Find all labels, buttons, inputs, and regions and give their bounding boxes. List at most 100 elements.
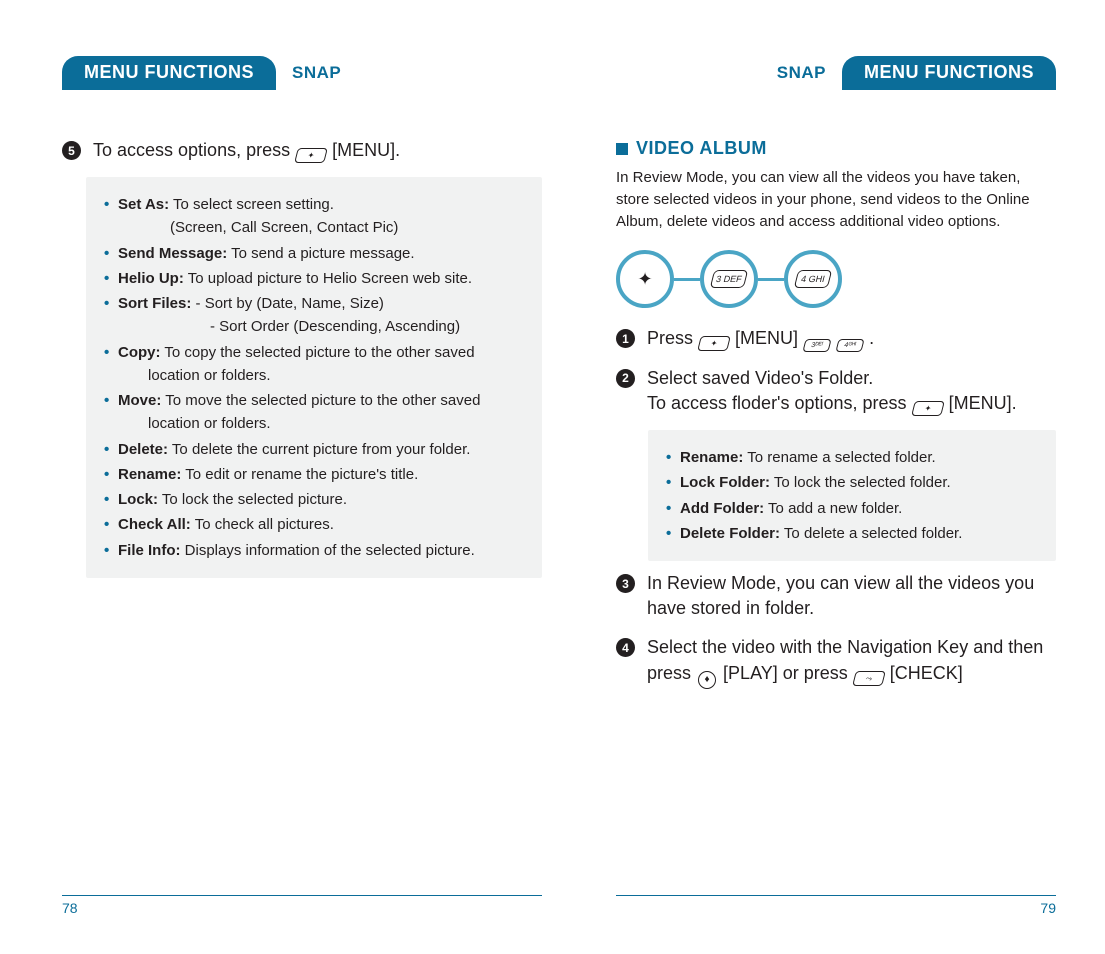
key-circle: ✦ <box>616 250 674 308</box>
key-sequence: ✦ 3 DEF 4 GHI <box>616 250 1056 308</box>
opt-desc: To add a new folder. <box>764 500 902 517</box>
tab-menu-functions: MENU FUNCTIONS <box>62 56 276 90</box>
opt-label: Delete: <box>118 441 168 458</box>
folder-options-list: Rename: To rename a selected folder. Loc… <box>666 446 1038 545</box>
step-number: 2 <box>616 369 635 388</box>
opt-label: Copy: <box>118 344 161 361</box>
connector-icon <box>674 278 700 281</box>
opt-desc: - Sort by (Date, Name, Size) <box>191 295 384 312</box>
text: Select saved Video's Folder. <box>647 368 873 388</box>
opt-label: Lock: <box>118 491 158 508</box>
key-4-icon: 4 GHI <box>794 270 832 288</box>
opt-label: Delete Folder: <box>680 525 780 542</box>
step-4: 4 Select the video with the Navigation K… <box>616 635 1056 688</box>
list-item: File Info: Displays information of the s… <box>104 539 524 562</box>
section-title: VIDEO ALBUM <box>636 138 767 159</box>
step-3: 3 In Review Mode, you can view all the v… <box>616 571 1056 621</box>
page-right: SNAP MENU FUNCTIONS VIDEO ALBUM In Revie… <box>616 56 1056 916</box>
text: [MENU]. <box>949 393 1017 413</box>
step-text: Press ✦ [MENU] 3ᴰᴱᶠ 4ᴳᴴᴵ . <box>647 326 1056 351</box>
opt-label: Set As: <box>118 196 169 213</box>
step-number: 5 <box>62 141 81 160</box>
opt-desc: To select screen setting. <box>169 196 334 213</box>
snap-label: SNAP <box>777 63 826 83</box>
header-left: MENU FUNCTIONS SNAP <box>62 56 542 90</box>
opt-desc: To copy the selected picture to the othe… <box>161 344 475 361</box>
opt-label: Rename: <box>680 449 743 466</box>
list-item: Lock: To lock the selected picture. <box>104 488 524 511</box>
opt-desc: To lock the selected picture. <box>158 491 347 508</box>
opt-desc: To check all pictures. <box>191 516 334 533</box>
step-number: 1 <box>616 329 635 348</box>
list-item: Add Folder: To add a new folder. <box>666 497 1038 520</box>
check-key-icon: ⤳ <box>852 671 886 686</box>
opt-desc: To rename a selected folder. <box>743 449 935 466</box>
step-text: To access options, press ✦ [MENU]. <box>93 138 542 163</box>
step-5: 5 To access options, press ✦ [MENU]. <box>62 138 542 163</box>
section-heading: VIDEO ALBUM <box>616 138 1056 159</box>
list-item: Rename: To rename a selected folder. <box>666 446 1038 469</box>
star-key-icon: ✦ <box>631 268 659 290</box>
key-4-icon: 4ᴳᴴᴵ <box>835 339 864 352</box>
text: [MENU] <box>735 328 798 348</box>
list-item: Set As: To select screen setting. (Screen… <box>104 193 524 240</box>
opt-label: Move: <box>118 392 161 409</box>
list-item: Helio Up: To upload picture to Helio Scr… <box>104 267 524 290</box>
page-left: MENU FUNCTIONS SNAP 5 To access options,… <box>62 56 542 916</box>
folder-options-box: Rename: To rename a selected folder. Loc… <box>648 430 1056 561</box>
text: Press <box>647 328 698 348</box>
opt-desc: To edit or rename the picture's title. <box>181 466 418 483</box>
step-number: 4 <box>616 638 635 657</box>
opt-desc: To move the selected picture to the othe… <box>161 392 480 409</box>
list-item: Send Message: To send a picture message. <box>104 242 524 265</box>
list-item: Delete Folder: To delete a selected fold… <box>666 522 1038 545</box>
options-list: Set As: To select screen setting. (Screen… <box>104 193 524 562</box>
key-3-icon: 3ᴰᴱᶠ <box>802 339 831 352</box>
play-key-icon: ♦ <box>698 671 716 689</box>
opt-desc: To send a picture message. <box>227 245 414 262</box>
key-circle: 3 DEF <box>700 250 758 308</box>
step-1: 1 Press ✦ [MENU] 3ᴰᴱᶠ 4ᴳᴴᴵ . <box>616 326 1056 351</box>
opt-label: Add Folder: <box>680 500 764 517</box>
text: . <box>869 328 874 348</box>
opt-cont: location or folders. <box>118 364 524 387</box>
tab-menu-functions: MENU FUNCTIONS <box>842 56 1056 90</box>
step-2: 2 Select saved Video's Folder. To access… <box>616 366 1056 416</box>
square-bullet-icon <box>616 143 628 155</box>
opt-sub: - Sort Order (Descending, Ascending) <box>118 315 524 338</box>
header-right: SNAP MENU FUNCTIONS <box>616 56 1056 90</box>
list-item: Rename: To edit or rename the picture's … <box>104 463 524 486</box>
opt-desc: Displays information of the selected pic… <box>181 542 475 559</box>
menu-key-icon: ✦ <box>294 148 328 163</box>
opt-cont: location or folders. <box>118 412 524 435</box>
snap-label: SNAP <box>292 63 341 83</box>
options-box: Set As: To select screen setting. (Screen… <box>86 177 542 578</box>
step-number: 3 <box>616 574 635 593</box>
section-description: In Review Mode, you can view all the vid… <box>616 167 1056 232</box>
key-3-icon: 3 DEF <box>710 270 748 288</box>
page-number: 79 <box>616 895 1056 916</box>
list-item: Sort Files: - Sort by (Date, Name, Size)… <box>104 292 524 339</box>
list-item: Delete: To delete the current picture fr… <box>104 438 524 461</box>
opt-label: File Info: <box>118 542 181 559</box>
page-number: 78 <box>62 895 542 916</box>
opt-label: Sort Files: <box>118 295 191 312</box>
text: [PLAY] or press <box>723 663 853 683</box>
connector-icon <box>758 278 784 281</box>
opt-label: Rename: <box>118 466 181 483</box>
step-text: In Review Mode, you can view all the vid… <box>647 571 1056 621</box>
list-item: Move: To move the selected picture to th… <box>104 389 524 436</box>
list-item: Lock Folder: To lock the selected folder… <box>666 471 1038 494</box>
text: To access floder's options, press <box>647 393 912 413</box>
opt-label: Lock Folder: <box>680 474 770 491</box>
opt-label: Send Message: <box>118 245 227 262</box>
opt-label: Check All: <box>118 516 191 533</box>
opt-desc: To delete a selected folder. <box>780 525 962 542</box>
opt-desc: To delete the current picture from your … <box>168 441 470 458</box>
opt-desc: To lock the selected folder. <box>770 474 951 491</box>
opt-sub: (Screen, Call Screen, Contact Pic) <box>118 216 524 239</box>
list-item: Copy: To copy the selected picture to th… <box>104 341 524 388</box>
text: [MENU]. <box>332 140 400 160</box>
step-text: Select saved Video's Folder. To access f… <box>647 366 1056 416</box>
step-text: Select the video with the Navigation Key… <box>647 635 1056 688</box>
